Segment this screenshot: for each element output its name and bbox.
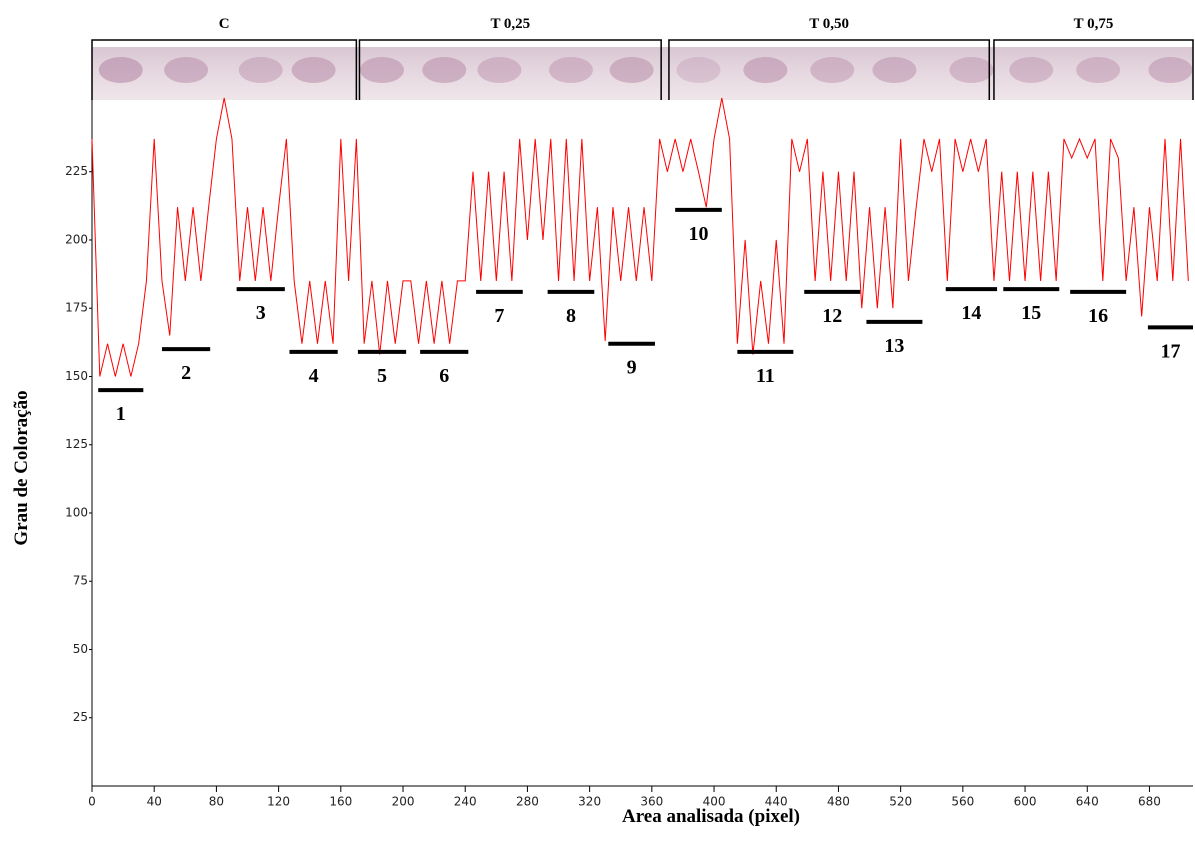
x-tick-label: 600: [1014, 795, 1037, 809]
gel-lane: [743, 57, 788, 83]
gel-lanes: [98, 57, 1193, 83]
gel-lane: [238, 57, 283, 83]
x-tick-label: 280: [516, 795, 539, 809]
band-label: 14: [961, 302, 981, 324]
gel-lane: [676, 57, 721, 83]
x-tick-label: 0: [88, 795, 96, 809]
band-label: 1: [116, 403, 126, 425]
group-bracket: [668, 39, 991, 100]
x-tick-label: 120: [267, 795, 290, 809]
band-label: 11: [756, 365, 775, 387]
x-tick-label: 560: [951, 795, 974, 809]
x-tick-label: 40: [147, 795, 162, 809]
y-axis-label: Grau de Coloração: [11, 390, 32, 545]
gel-lane: [422, 57, 467, 83]
group-label: T 0,75: [1074, 16, 1114, 32]
band-label: 10: [688, 223, 708, 245]
y-tick-label: 150: [65, 369, 88, 383]
band-label: 13: [884, 335, 904, 357]
band-label: 8: [566, 305, 576, 327]
band-label: 9: [627, 357, 637, 379]
x-tick-label: 680: [1138, 795, 1161, 809]
x-tick-label: 80: [209, 795, 224, 809]
x-axis-label: Area analisada (pixel): [622, 806, 800, 827]
group-label: C: [219, 16, 230, 32]
gel-lane: [1076, 57, 1121, 83]
band-label: 7: [494, 305, 504, 327]
x-tick-label: 240: [454, 795, 477, 809]
x-tick-label: 480: [827, 795, 850, 809]
gel-lane: [164, 57, 209, 83]
band-label: 16: [1088, 305, 1108, 327]
band-label: 2: [181, 362, 191, 384]
gel-lane: [98, 57, 143, 83]
band-label: 4: [309, 365, 319, 387]
y-tick-label: 75: [73, 574, 88, 588]
y-tick-label: 100: [65, 505, 88, 519]
band-label: 17: [1160, 340, 1180, 362]
x-tick-label: 320: [578, 795, 601, 809]
gel-lane: [810, 57, 855, 83]
band-label: 6: [439, 365, 449, 387]
y-tick-label: 175: [65, 301, 88, 315]
x-tick-label: 640: [1076, 795, 1099, 809]
band-label: 12: [822, 305, 842, 327]
x-tick-label: 360: [640, 795, 663, 809]
x-tick-label: 160: [329, 795, 352, 809]
data-line: [91, 97, 1189, 377]
gel-lane: [949, 57, 994, 83]
y-tick-label: 50: [73, 642, 88, 656]
band-label: 5: [377, 365, 387, 387]
x-tick-label: 400: [703, 795, 726, 809]
group-label: T 0,25: [490, 16, 530, 32]
gel-lane: [548, 57, 593, 83]
x-tick-label: 200: [392, 795, 415, 809]
group-bracket: [358, 39, 662, 100]
gel-lane: [291, 57, 336, 83]
gel-lane: [872, 57, 917, 83]
gel-lane: [609, 57, 654, 83]
gel-lane: [477, 57, 522, 83]
y-tick-label: 225: [65, 164, 88, 178]
gel-lane: [360, 57, 405, 83]
gel-lane: [1148, 57, 1193, 83]
x-tick-label: 440: [765, 795, 788, 809]
y-tick-label: 200: [65, 232, 88, 246]
band-label: 15: [1021, 302, 1041, 324]
group-bracket: [91, 39, 358, 100]
x-tick-label: 520: [889, 795, 912, 809]
group-bracket: [993, 39, 1194, 100]
y-tick-label: 125: [65, 437, 88, 451]
group-label: T 0,50: [809, 16, 849, 32]
y-tick-label: 25: [73, 710, 88, 724]
band-label: 3: [256, 302, 266, 324]
gel-lane: [1009, 57, 1054, 83]
